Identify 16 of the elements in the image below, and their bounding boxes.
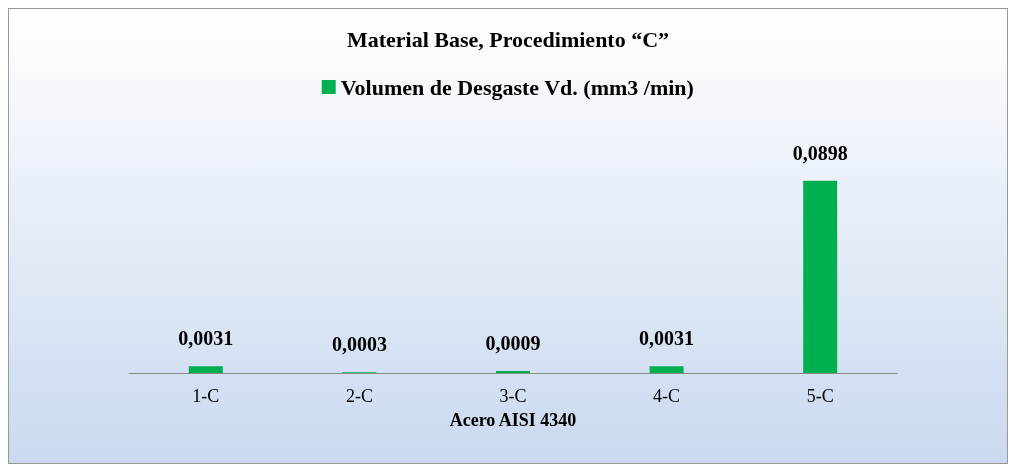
data-label: 0,0031 xyxy=(639,327,695,350)
chart-title: Material Base, Procedimiento “C” xyxy=(346,26,670,52)
bar xyxy=(188,366,223,373)
bar xyxy=(649,366,684,373)
data-label: 0,0898 xyxy=(792,141,848,164)
data-label: 0,0031 xyxy=(178,327,234,350)
x-tick-label: 2-C xyxy=(345,386,373,406)
x-axis-title: Acero AISI 4340 xyxy=(449,410,577,430)
data-label: 0,0003 xyxy=(331,333,387,356)
bar xyxy=(803,180,838,373)
legend-label: Volumen de Desgaste Vd. (mm3 /min) xyxy=(340,74,694,100)
x-tick-label: 5-C xyxy=(806,386,834,406)
x-tick-label: 1-C xyxy=(192,386,220,406)
data-label: 0,0009 xyxy=(485,332,541,355)
x-tick-label: 3-C xyxy=(499,386,527,406)
x-tick-label: 4-C xyxy=(653,386,681,406)
